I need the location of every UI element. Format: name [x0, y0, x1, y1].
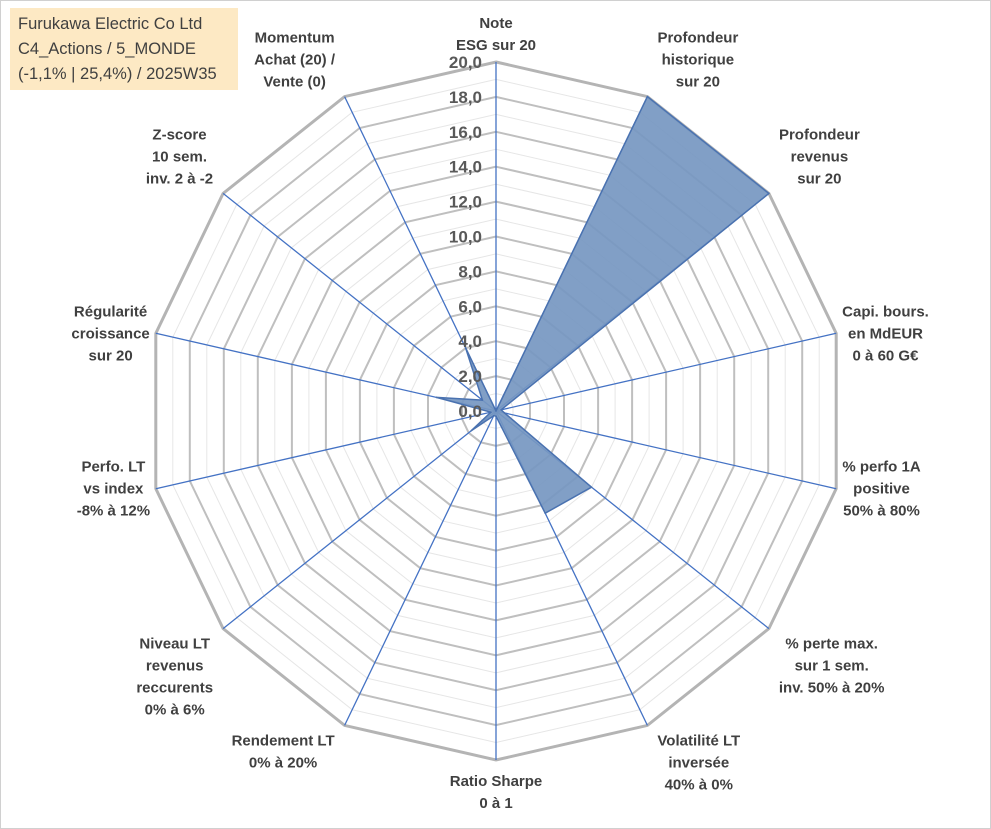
axis-label-line: Achat (20) / [254, 52, 336, 69]
axis-label: % perte max. sur 1 sem. inv. 50% à 20% [779, 636, 885, 697]
tick-label: 0,0 [458, 402, 482, 421]
axis-spoke [155, 410, 497, 490]
axis-label: Momentum Achat (20) / Vente (0) [254, 30, 336, 91]
axis-label-line: revenus [146, 658, 204, 675]
axis-label-line: Z-score [152, 126, 206, 143]
axis-label-line: Perfo. LT [81, 459, 145, 476]
series-point [435, 396, 438, 399]
axis-label-line: historique [662, 52, 735, 69]
tick-label: 20,0 [449, 53, 482, 72]
tick-label: 14,0 [449, 158, 482, 177]
axis-label-line: croissance [71, 325, 149, 342]
axis-label-line: 50% à 80% [843, 503, 920, 520]
axis-label-line: Profondeur [657, 30, 738, 47]
title-line-company: Furukawa Electric Co Ltd [18, 15, 203, 33]
title-line-performance: (-1,1% | 25,4%) / 2025W35 [18, 65, 217, 83]
axis-label-line: positive [853, 481, 910, 498]
axis-label-line: 0% à 6% [145, 702, 205, 719]
axis-label-line: sur 20 [797, 170, 841, 187]
series-area [435, 95, 770, 514]
tick-label: 12,0 [449, 193, 482, 212]
axis-label-line: Régularité [74, 303, 147, 320]
axis-label-line: sur 20 [676, 74, 720, 91]
axis-label-line: 0 à 1 [479, 795, 512, 812]
axis-label-line: Capi. bours. [842, 303, 929, 320]
axis-label-line: 10 sem. [152, 148, 207, 165]
axis-label-line: inv. 2 à -2 [146, 170, 213, 187]
series-point [646, 95, 649, 98]
axis-spoke [222, 192, 497, 412]
axis-spoke [495, 410, 837, 490]
series-point [768, 192, 770, 195]
series-point [503, 412, 506, 414]
tick-label: 16,0 [449, 123, 482, 142]
axis-label-line: inversée [668, 754, 729, 771]
tick-label: 6,0 [458, 297, 482, 316]
axis-label-line: sur 1 sem. [795, 658, 869, 675]
tick-label: 8,0 [458, 262, 482, 281]
axis-label: Capi. bours. en MdEUR 0 à 60 G€ [842, 303, 929, 364]
axis-label-line: sur 20 [88, 347, 132, 364]
tick-labels: 0,0 2,0 4,0 6,0 8,0 10,0 12,0 14,0 16,0 18,0 20,0 [449, 53, 482, 421]
series-point [500, 409, 502, 411]
series-point [544, 512, 546, 514]
data-series [435, 95, 770, 514]
tick-label: 18,0 [449, 88, 482, 107]
axis-label-line: Note [479, 15, 512, 32]
axis-labels: Note ESG sur 20 Profondeur historique sur 20… [71, 15, 928, 812]
axis-label: Profondeur revenus sur 20 [779, 126, 860, 187]
axis-spoke [344, 410, 497, 726]
axis-label: Profondeur historique sur 20 [657, 30, 738, 91]
axis-label: Ratio Sharpe 0 à 1 [450, 773, 543, 812]
axis-label: Niveau LT revenus reccurents 0% à 6% [136, 636, 213, 719]
series-point [470, 429, 473, 432]
series-point [495, 415, 497, 418]
tick-label: 4,0 [458, 332, 482, 351]
axis-label: Perfo. LT vs index -8% à 12% [77, 459, 150, 520]
axis-label-line: Volatilité LT [657, 732, 740, 749]
axis-label-line: Vente (0) [263, 74, 326, 91]
axis-label-line: % perfo 1A [842, 459, 921, 476]
axis-label-line: Momentum [255, 30, 335, 47]
axis-label-line: vs index [83, 481, 144, 498]
series-point [490, 411, 492, 414]
series-point [492, 414, 495, 417]
axis-label: Régularité croissance sur 20 [71, 303, 149, 364]
axis-label: Note ESG sur 20 [456, 15, 536, 54]
axis-label-line: 0 à 60 G€ [853, 347, 920, 364]
tick-label: 2,0 [458, 367, 482, 386]
chart-title-box: Furukawa Electric Co Ltd C4_Actions / 5_… [10, 8, 238, 90]
axis-label-line: ESG sur 20 [456, 37, 536, 54]
series-point [590, 486, 593, 489]
axis-label-line: revenus [791, 148, 849, 165]
axis-label: Volatilité LT inversée 40% à 0% [657, 732, 740, 793]
axis-label-line: Profondeur [779, 126, 860, 143]
axis-spoke [495, 332, 837, 412]
axis-label: Rendement LT 0% à 20% [232, 732, 335, 771]
series-point [464, 347, 467, 349]
axis-label: Z-score 10 sem. inv. 2 à -2 [146, 126, 213, 187]
axis-label-line: -8% à 12% [77, 503, 150, 520]
tick-label: 10,0 [449, 228, 482, 247]
axis-label-line: 40% à 0% [665, 776, 733, 793]
axis-label-line: 0% à 20% [249, 754, 317, 771]
axis-label: % perfo 1A positive 50% à 80% [842, 459, 921, 520]
axis-label-line: % perte max. [785, 636, 878, 653]
axis-label-line: Ratio Sharpe [450, 773, 543, 790]
axis-spoke [222, 410, 497, 630]
axis-label-line: inv. 50% à 20% [779, 680, 885, 697]
axis-label-line: Niveau LT [139, 636, 210, 653]
title-line-category: C4_Actions / 5_MONDE [18, 40, 196, 58]
series-point [495, 410, 497, 412]
axis-label-line: reccurents [136, 680, 213, 697]
axis-label-line: Rendement LT [232, 732, 335, 749]
axis-label-line: en MdEUR [848, 325, 923, 342]
series-point [481, 399, 484, 401]
